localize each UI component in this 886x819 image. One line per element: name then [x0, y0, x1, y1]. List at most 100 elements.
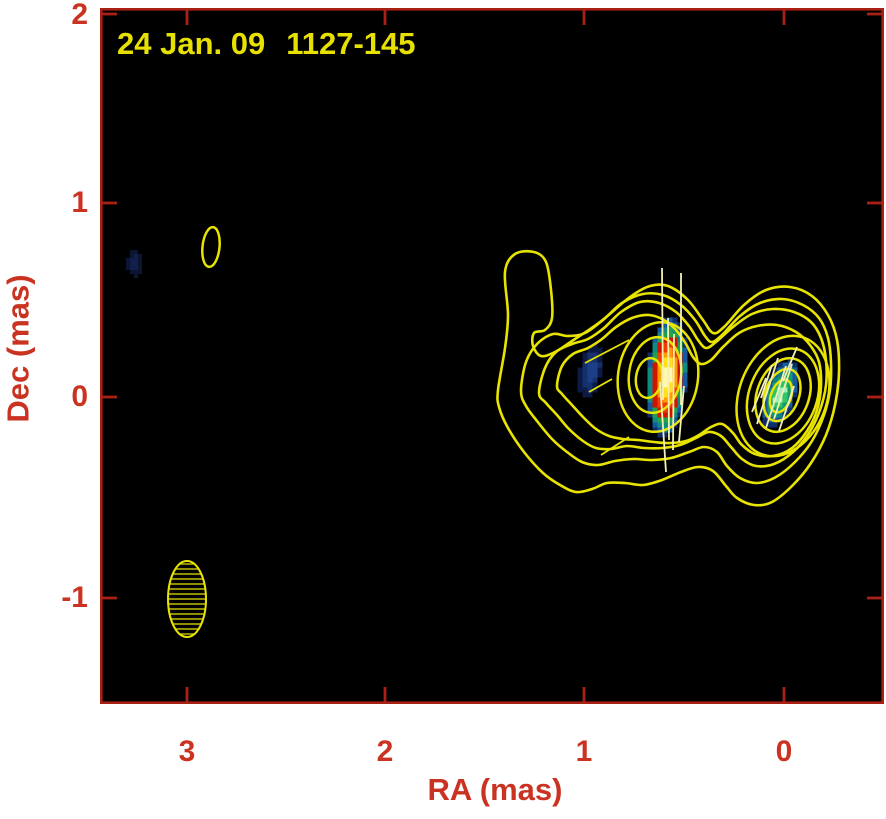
intensity-pixel	[762, 422, 768, 428]
contour-line	[519, 291, 833, 485]
intensity-pixel	[587, 377, 593, 383]
intensity-pixel	[652, 427, 658, 433]
intensity-pixel	[767, 422, 773, 428]
intensity-pixel	[587, 372, 593, 378]
intensity-pixel	[762, 412, 768, 418]
intensity-pixel	[134, 258, 138, 262]
intensity-pixel	[787, 407, 793, 413]
intensity-pixel	[652, 382, 658, 388]
intensity-pixel	[677, 342, 683, 348]
contour-line	[537, 299, 828, 468]
intensity-pixel	[130, 258, 134, 262]
intensity-pixel	[782, 402, 788, 408]
intensity-pixel	[587, 382, 593, 388]
intensity-pixel	[667, 327, 673, 333]
intensity-pixel	[657, 332, 663, 338]
y-axis-tick	[867, 596, 884, 600]
intensity-pixel	[782, 392, 788, 398]
intensity-pixel	[667, 362, 673, 368]
intensity-pixel	[592, 352, 598, 358]
intensity-pixel	[652, 417, 658, 423]
intensity-pixel	[667, 397, 673, 403]
intensity-pixel	[662, 402, 668, 408]
intensity-pixel	[672, 397, 678, 403]
y-axis-tick	[100, 395, 117, 399]
intensity-pixel	[662, 432, 668, 438]
intensity-pixel	[657, 327, 663, 333]
intensity-pixel	[667, 347, 673, 353]
intensity-pixel	[667, 392, 673, 398]
intensity-pixel	[134, 266, 138, 270]
intensity-pixel	[672, 367, 678, 373]
intensity-pixel	[667, 372, 673, 378]
intensity-pixel	[767, 407, 773, 413]
intensity-pixel	[662, 352, 668, 358]
intensity-pixel	[772, 387, 778, 393]
contour-ellipse	[735, 334, 831, 458]
intensity-pixel	[657, 357, 663, 363]
intensity-pixel	[667, 412, 673, 418]
intensity-pixel	[682, 377, 688, 383]
intensity-pixel	[587, 392, 593, 398]
intensity-pixel	[647, 377, 653, 383]
polarization-tick	[600, 436, 630, 456]
intensity-pixel	[682, 387, 688, 393]
polarization-tick	[765, 365, 787, 429]
y-tick-label-2: 2	[71, 0, 88, 31]
intensity-pixel	[682, 347, 688, 353]
intensity-pixel	[677, 322, 683, 328]
intensity-pixel	[592, 372, 598, 378]
intensity-pixel	[682, 362, 688, 368]
epoch-label: 24 Jan. 09	[117, 26, 266, 61]
y-tick-label-1: 1	[71, 186, 88, 219]
intensity-pixel	[130, 250, 134, 254]
intensity-pixel	[582, 387, 588, 393]
intensity-pixel	[647, 367, 653, 373]
intensity-pixel	[582, 367, 588, 373]
intensity-pixel	[662, 367, 668, 373]
intensity-pixel	[582, 392, 588, 398]
intensity-pixel	[652, 367, 658, 373]
intensity-pixel	[138, 270, 142, 274]
polarization-tick	[751, 377, 767, 413]
intensity-pixel	[652, 407, 658, 413]
intensity-pixel	[662, 397, 668, 403]
intensity-pixel	[652, 347, 658, 353]
intensity-pixel	[126, 262, 130, 266]
plot-title: 24 Jan. 09 1127-145	[117, 26, 416, 61]
polarization-tick	[667, 317, 670, 441]
intensity-pixel	[672, 342, 678, 348]
intensity-pixel	[672, 377, 678, 383]
y-axis-tick	[100, 596, 117, 600]
intensity-pixel	[657, 432, 663, 438]
intensity-pixel	[777, 402, 783, 408]
contour-ellipse	[762, 367, 802, 423]
polarization-tick	[773, 363, 793, 420]
intensity-pixel	[126, 266, 130, 270]
intensity-pixel	[667, 337, 673, 343]
axis-frame-top	[100, 8, 884, 11]
intensity-pixel	[777, 387, 783, 393]
beam-outline	[167, 560, 207, 638]
polarization-tick	[782, 346, 798, 382]
intensity-pixel	[138, 254, 142, 258]
intensity-pixel	[772, 402, 778, 408]
intensity-pixel	[767, 387, 773, 393]
intensity-pixel	[677, 412, 683, 418]
intensity-pixel	[652, 422, 658, 428]
intensity-pixel	[582, 362, 588, 368]
contour-ellipse	[616, 321, 700, 433]
intensity-pixel	[762, 417, 768, 423]
intensity-pixel	[647, 352, 653, 358]
x-tick-label-2: 2	[376, 735, 394, 768]
intensity-pixel	[582, 352, 588, 358]
intensity-pixel	[667, 342, 673, 348]
x-axis-tick	[185, 687, 189, 704]
intensity-pixel	[662, 372, 668, 378]
intensity-pixel	[667, 387, 673, 393]
x-axis-tick	[782, 8, 786, 25]
intensity-pixel	[682, 352, 688, 358]
intensity-pixel	[597, 362, 603, 368]
intensity-pixel	[772, 392, 778, 398]
